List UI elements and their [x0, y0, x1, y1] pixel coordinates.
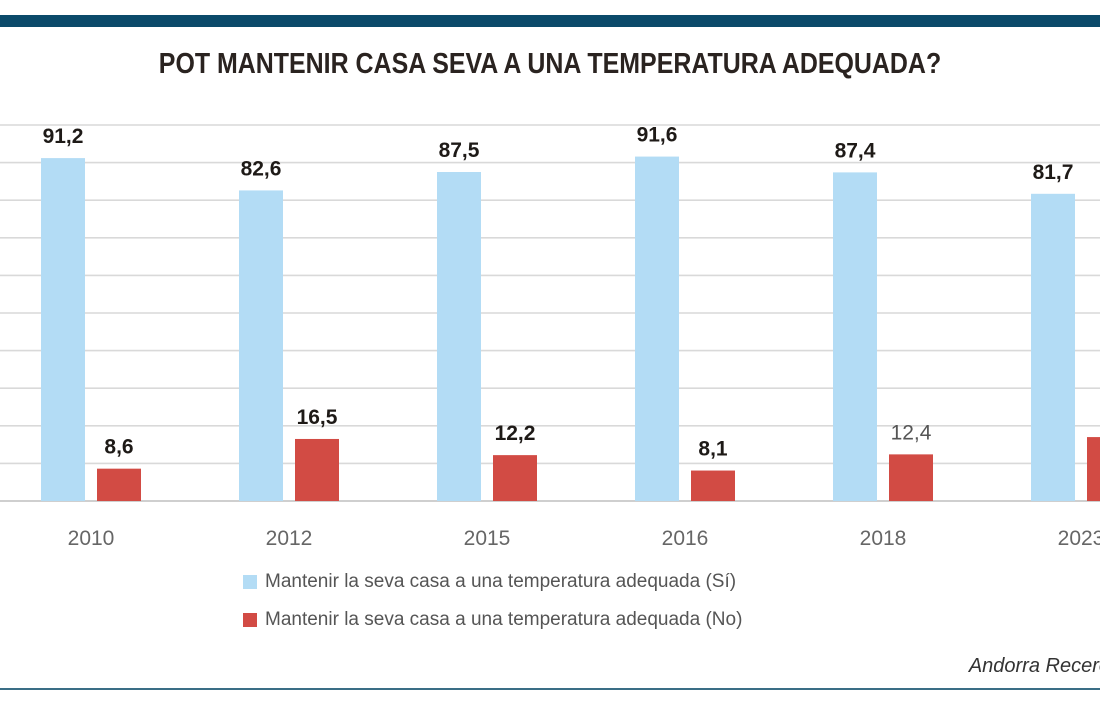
data-label: 91,2 [43, 125, 84, 148]
bar-si [239, 190, 283, 501]
legend-swatch-no [243, 613, 257, 627]
x-tick-label: 2012 [266, 527, 313, 550]
x-tick-label: 2016 [662, 527, 709, 550]
bar-no [295, 438, 339, 501]
data-label: 87,5 [439, 139, 480, 162]
legend-label-si: Mantenir la seva casa a una temperatura … [265, 571, 737, 592]
data-label: 82,6 [241, 157, 282, 180]
data-label: 16,5 [297, 406, 338, 429]
bar-no [97, 468, 141, 501]
legend-swatch-si [243, 575, 257, 589]
bar-no [1087, 437, 1100, 501]
data-label: 87,4 [835, 139, 876, 162]
x-tick-label: 2015 [464, 527, 511, 550]
bar-si [635, 156, 679, 502]
legend-item-si: Mantenir la seva casa a una temperatura … [243, 571, 736, 593]
top-bar [0, 15, 1100, 27]
bar-si [1031, 193, 1075, 502]
data-label: 8,6 [104, 436, 133, 459]
chart-title: POT MANTENIR CASA SEVA A UNA TEMPERATURA… [158, 48, 942, 80]
bar-no [493, 455, 537, 501]
bar-no [691, 470, 735, 501]
bar-chart: 91,2 8,6 2010 82,6 16,5 2012 87,5 12,2 2015 91,6 8… [0, 124, 1100, 550]
x-tick-label: 2018 [860, 527, 907, 550]
data-label: 12,2 [495, 422, 536, 445]
source-credit: Andorra Recerca i [968, 655, 1100, 677]
bar-si [833, 172, 877, 501]
x-tick-label: 2023 [1058, 527, 1100, 550]
data-label: 12,4 [891, 421, 932, 444]
data-label: 91,6 [637, 124, 678, 147]
bar-si [41, 158, 85, 501]
bar-no [889, 454, 933, 501]
data-label: 8,1 [698, 438, 728, 461]
data-label: 81,7 [1033, 161, 1074, 184]
legend-item-no: Mantenir la seva casa a una temperatura … [243, 609, 742, 631]
legend-label-no: Mantenir la seva casa a una temperatura … [265, 609, 743, 630]
x-tick-label: 2010 [68, 527, 115, 550]
bar-si [437, 172, 481, 501]
bottom-rule [0, 688, 1100, 690]
